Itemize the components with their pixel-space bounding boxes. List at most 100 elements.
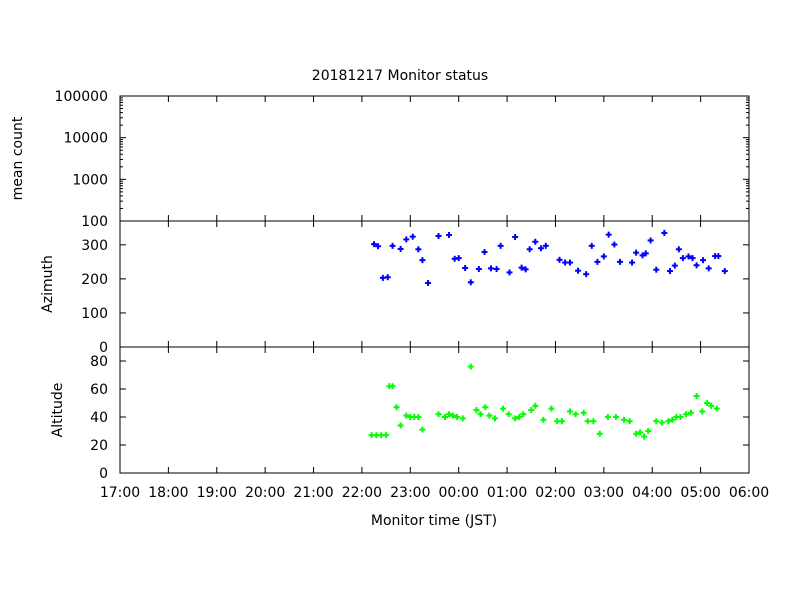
x-tick-label: 00:00 xyxy=(439,485,479,501)
altitude-plot-frame xyxy=(119,346,750,474)
altitude-y-tick-label: 40 xyxy=(90,410,108,426)
altitude-data-point xyxy=(558,418,565,425)
altitude-data-point xyxy=(548,405,555,412)
altitude-y-tick-label: 60 xyxy=(90,382,108,398)
azimuth-data-point xyxy=(371,241,378,248)
x-tick-label: 06:00 xyxy=(729,485,769,501)
x-tick-label: 17:00 xyxy=(100,485,140,501)
x-tick-label: 23:00 xyxy=(390,485,430,501)
altitude-data-point xyxy=(520,411,527,418)
azimuth-data-point xyxy=(675,246,682,253)
azimuth-data-point xyxy=(600,253,607,260)
azimuth-data-point xyxy=(462,264,469,271)
azimuth-data-point xyxy=(455,255,462,262)
azimuth-y-tick-label: 300 xyxy=(81,238,108,254)
altitude-data-point xyxy=(389,383,396,390)
azimuth-data-point xyxy=(583,271,590,278)
altitude-data-point xyxy=(683,411,690,418)
azimuth-data-point xyxy=(497,242,504,249)
altitude-y-tick-label: 0 xyxy=(99,466,108,482)
azimuth-y-tick-label: 100 xyxy=(81,306,108,322)
altitude-panel: 0 20 40 60 80 Altitude xyxy=(50,346,750,482)
azimuth-data-point xyxy=(611,241,618,248)
altitude-data-point xyxy=(473,407,480,413)
x-tick-label: 22:00 xyxy=(342,485,382,501)
altitude-data-point xyxy=(596,430,603,437)
altitude-data-point xyxy=(397,422,404,429)
azimuth-data-point xyxy=(487,265,494,272)
azimuth-y-axis-label: Azimuth xyxy=(40,255,56,313)
azimuth-data-point xyxy=(475,266,482,273)
altitude-data-point xyxy=(633,430,640,437)
azimuth-data-point xyxy=(425,279,432,286)
azimuth-data-point xyxy=(715,253,722,260)
azimuth-data-point xyxy=(526,246,533,253)
altitude-data-point xyxy=(584,418,591,425)
azimuth-data-point xyxy=(679,255,686,262)
azimuth-panel: 0 100 200 300 Azimuth xyxy=(40,220,750,356)
azimuth-data-point xyxy=(467,279,474,286)
x-tick-label: 03:00 xyxy=(584,485,624,501)
azimuth-data-point xyxy=(594,258,601,265)
azimuth-data-point xyxy=(633,249,640,256)
altitude-data-point xyxy=(403,412,410,419)
altitude-data-point xyxy=(450,412,457,419)
azimuth-data-point xyxy=(685,253,692,260)
azimuth-data-point xyxy=(671,262,678,269)
azimuth-data-point xyxy=(375,243,382,250)
x-axis-ticks: 17:00 18:00 19:00 20:00 21:00 22:00 23:00 00:00… xyxy=(100,96,769,501)
azimuth-data-point xyxy=(639,252,646,259)
altitude-data-point xyxy=(699,408,706,415)
altitude-data-point xyxy=(626,418,633,425)
azimuth-data-point xyxy=(705,265,712,272)
altitude-data-point xyxy=(419,426,426,433)
x-tick-label: 02:00 xyxy=(535,485,575,501)
altitude-data-point xyxy=(677,414,684,420)
altitude-data-point xyxy=(580,409,587,416)
azimuth-data-point xyxy=(389,242,396,249)
altitude-data-point xyxy=(415,414,422,420)
azimuth-y-tick-label: 200 xyxy=(81,272,108,288)
altitude-data-point xyxy=(500,405,507,412)
azimuth-data-point xyxy=(629,259,636,266)
azimuth-data-point xyxy=(616,258,623,265)
altitude-data-point xyxy=(637,429,644,436)
chart-title: 20181217 Monitor status xyxy=(312,68,488,84)
x-tick-label: 18:00 xyxy=(148,485,188,501)
altitude-data-point xyxy=(704,400,711,406)
azimuth-data-point xyxy=(689,255,696,262)
altitude-data-point xyxy=(482,404,489,411)
altitude-y-tick-label: 80 xyxy=(90,354,108,370)
azimuth-data-point xyxy=(537,245,544,252)
azimuth-data-point xyxy=(446,231,453,238)
x-tick-label: 21:00 xyxy=(293,485,333,501)
azimuth-data-point xyxy=(693,262,700,269)
azimuth-data-point xyxy=(605,231,612,238)
altitude-data-point xyxy=(454,414,461,420)
altitude-data-point xyxy=(540,416,547,423)
azimuth-data-point xyxy=(532,238,539,245)
azimuth-data-point xyxy=(661,229,668,236)
altitude-data-point xyxy=(516,414,523,420)
azimuth-data-point xyxy=(700,257,707,264)
x-axis-label: Monitor time (JST) xyxy=(371,513,497,529)
altitude-data-point xyxy=(491,415,498,422)
mean-count-y-tick-label: 100 xyxy=(81,214,108,230)
altitude-data-point xyxy=(566,408,573,415)
azimuth-y-tick-label: 0 xyxy=(99,340,108,356)
altitude-data-point xyxy=(435,411,442,418)
altitude-data-point xyxy=(612,414,619,420)
altitude-data-point xyxy=(505,411,512,418)
x-tick-label: 01:00 xyxy=(487,485,527,501)
azimuth-data-point xyxy=(588,242,595,249)
altitude-data-point xyxy=(658,419,665,426)
altitude-data-point xyxy=(383,432,390,439)
altitude-data-point xyxy=(641,433,648,440)
azimuth-data-point xyxy=(409,233,416,240)
azimuth-data-point xyxy=(506,269,513,276)
azimuth-data-point xyxy=(653,266,660,273)
altitude-data-point xyxy=(645,428,652,434)
altitude-data-point xyxy=(393,404,400,411)
mean-count-y-tick-label: 10000 xyxy=(63,131,108,147)
